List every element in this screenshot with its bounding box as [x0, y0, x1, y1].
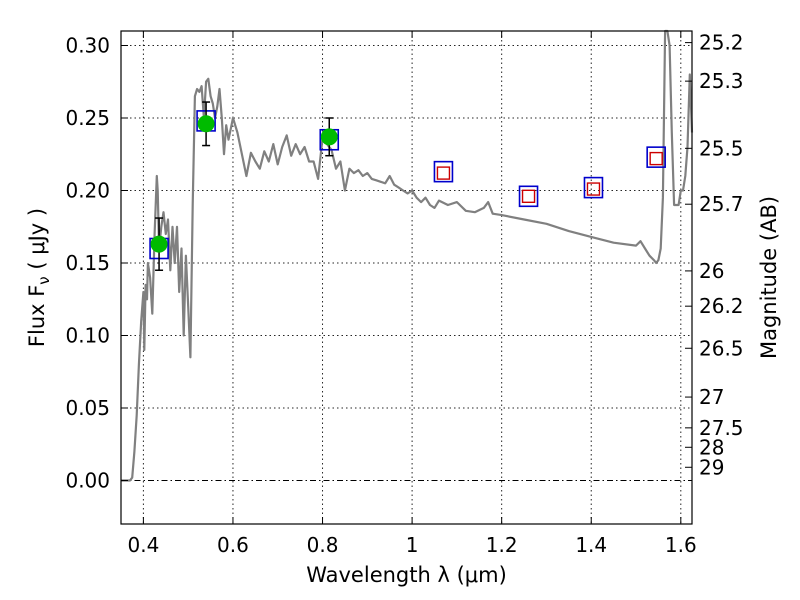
y-axis-label: Flux Fν ( μJy )	[25, 208, 53, 347]
detection-point	[197, 115, 215, 133]
magnitude-tick-label: 27	[699, 385, 724, 409]
magnitude-tick-label: 26	[699, 259, 724, 283]
x-tick-label: 1.2	[486, 533, 518, 557]
upper-limit-square	[436, 166, 451, 180]
upper-limit-square	[586, 182, 601, 196]
model-band-square	[646, 146, 666, 168]
detection-point	[320, 128, 338, 146]
model-band-square	[583, 176, 604, 199]
x-tick-label: 0.8	[307, 533, 339, 557]
magnitude-tick-label: 25.7	[699, 192, 744, 216]
magnitude-axis-label-text: Magnitude (AB)	[757, 196, 781, 359]
model-band-square	[433, 160, 454, 183]
model-band-square	[518, 185, 539, 208]
photometry-markers	[149, 101, 666, 271]
y-tick-label: 0.25	[65, 106, 110, 130]
x-tick-label: 0.6	[217, 533, 249, 557]
x-tick-label: 0.4	[127, 533, 159, 557]
y-tick-label: 0.00	[65, 469, 110, 493]
magnitude-axis-label: Magnitude (AB)	[757, 196, 781, 359]
magnitude-tick-label: 26.2	[699, 294, 744, 318]
magnitude-tick-label: 27.5	[699, 416, 744, 440]
magnitude-tick-label: 28	[699, 435, 724, 459]
detection-point	[150, 235, 168, 253]
x-tick-label: 1.6	[665, 533, 697, 557]
magnitude-tick-label: 25.5	[699, 136, 744, 160]
grid	[121, 31, 692, 524]
y-tick-label: 0.05	[65, 396, 110, 420]
x-axis-label: Wavelength λ (μm)	[306, 563, 507, 587]
y-tick-label: 0.30	[65, 34, 110, 58]
upper-limit-square	[521, 189, 536, 204]
magnitude-tick-label: 25.2	[699, 31, 744, 55]
axis-ticks: 0.4 0.6 0.8 1 1.2 1.4 1.6 0.00 0.05 0.10 0.15 0.20 0…	[65, 31, 743, 557]
y-axis-label-unit: ( μJy )	[25, 208, 49, 276]
y-tick-label: 0.20	[65, 179, 110, 203]
y-axis-label-subscript: ν	[35, 276, 53, 284]
upper-limit-square	[649, 151, 663, 166]
x-axis-label-text: Wavelength λ (μm)	[306, 563, 507, 587]
magnitude-tick-label: 25.3	[699, 69, 744, 93]
y-tick-label: 0.10	[65, 324, 110, 348]
y-tick-label: 0.15	[65, 251, 110, 275]
model-spectrum-line	[121, 29, 694, 482]
magnitude-tick-label: 29	[699, 455, 724, 479]
y-axis-label-text: Flux F	[25, 285, 49, 347]
x-tick-label: 1.4	[575, 533, 607, 557]
magnitude-tick-label: 26.5	[699, 336, 744, 360]
x-tick-label: 1	[406, 533, 419, 557]
plot-frame	[120, 30, 693, 525]
